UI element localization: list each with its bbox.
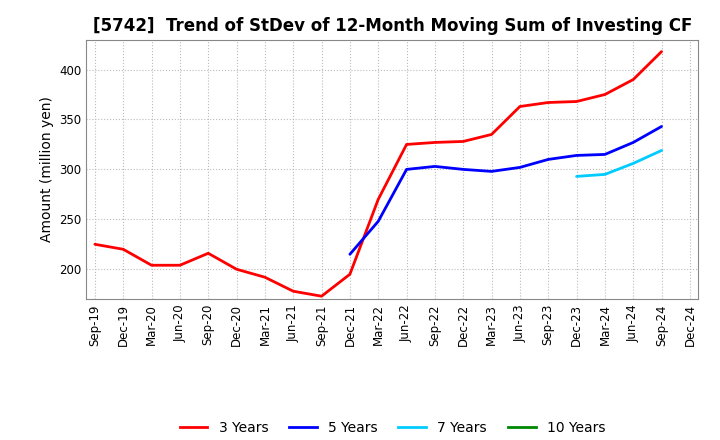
Y-axis label: Amount (million yen): Amount (million yen) — [40, 96, 54, 242]
Title: [5742]  Trend of StDev of 12-Month Moving Sum of Investing CF: [5742] Trend of StDev of 12-Month Moving… — [93, 17, 692, 35]
Legend: 3 Years, 5 Years, 7 Years, 10 Years: 3 Years, 5 Years, 7 Years, 10 Years — [174, 415, 611, 440]
